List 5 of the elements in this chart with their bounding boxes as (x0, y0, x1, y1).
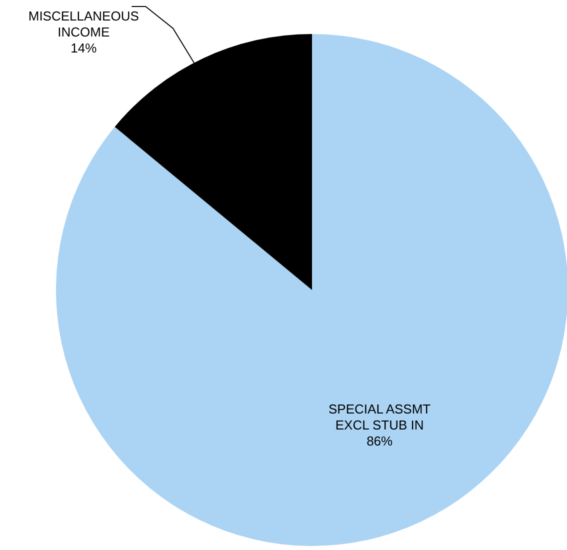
slice-label: SPECIAL ASSMT EXCL STUB IN (328, 402, 431, 433)
slice-label: MISCELLANEOUS INCOME (28, 8, 140, 40)
data-label: 14% (70, 40, 98, 56)
data-label: 86% (366, 434, 394, 449)
pie-slice (114, 34, 312, 290)
